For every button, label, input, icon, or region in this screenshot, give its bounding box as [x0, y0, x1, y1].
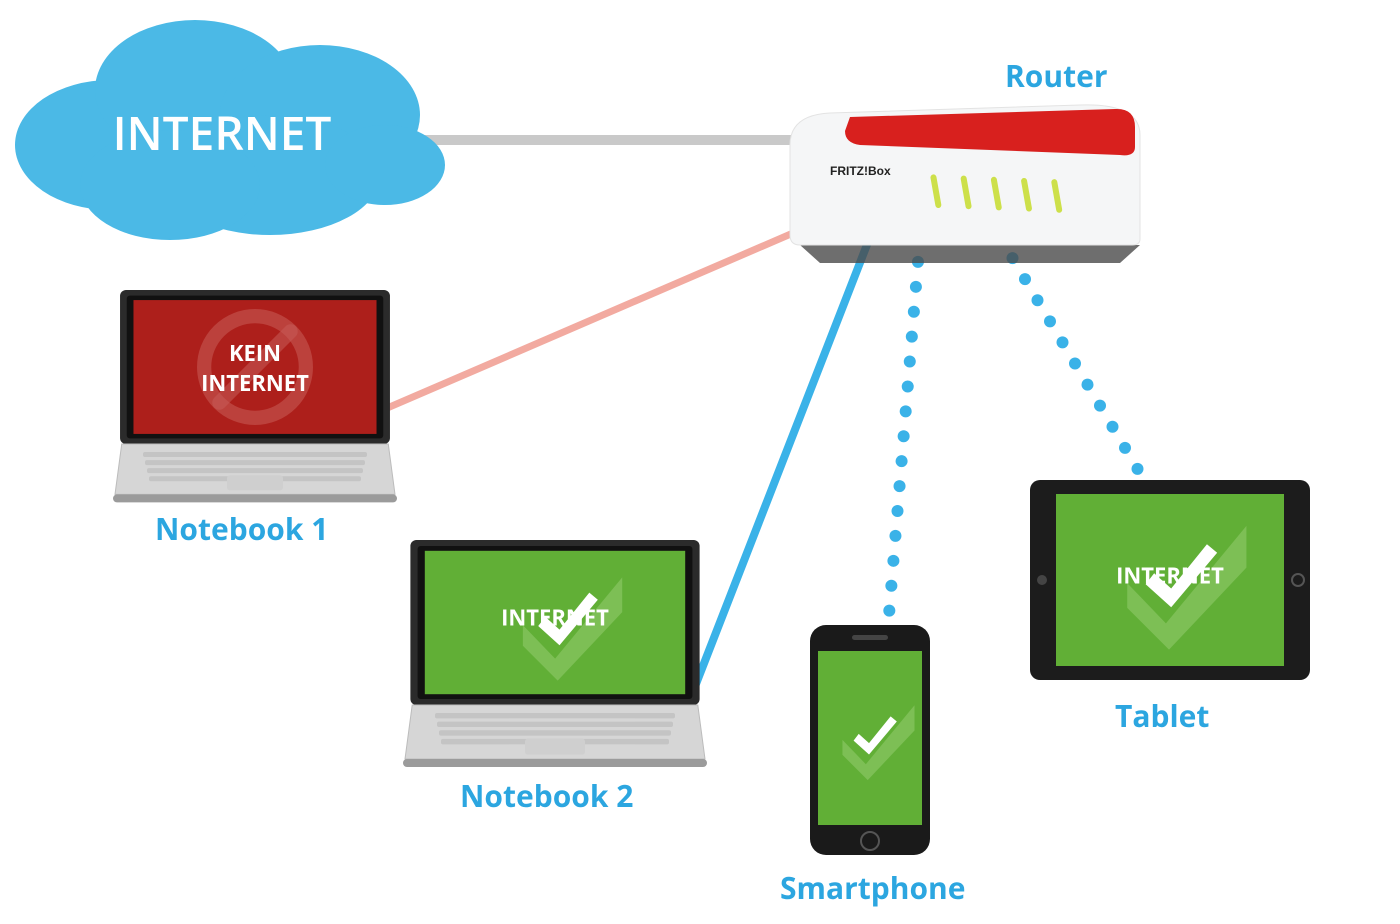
notebook1-icon: KEININTERNET: [113, 290, 397, 502]
svg-text:INTERNET: INTERNET: [201, 368, 309, 398]
smartphone-label: Smartphone: [780, 867, 965, 908]
internet-cloud: INTERNET: [15, 20, 445, 240]
tablet-icon: INTERNET: [1030, 480, 1310, 680]
notebook2-label: Notebook 2: [460, 775, 633, 816]
router-label: Router: [1005, 55, 1107, 96]
router-icon: FRITZ!Box: [790, 105, 1140, 263]
svg-text:INTERNET: INTERNET: [113, 102, 332, 164]
smartphone-icon: [810, 625, 930, 855]
tablet-label: Tablet: [1115, 695, 1209, 736]
svg-text:FRITZ!Box: FRITZ!Box: [830, 164, 891, 178]
notebook1-label: Notebook 1: [155, 508, 328, 549]
svg-text:INTERNET: INTERNET: [501, 602, 609, 632]
svg-text:INTERNET: INTERNET: [1116, 560, 1224, 590]
notebook2-icon: INTERNET: [403, 540, 707, 767]
svg-text:KEIN: KEIN: [229, 338, 281, 368]
